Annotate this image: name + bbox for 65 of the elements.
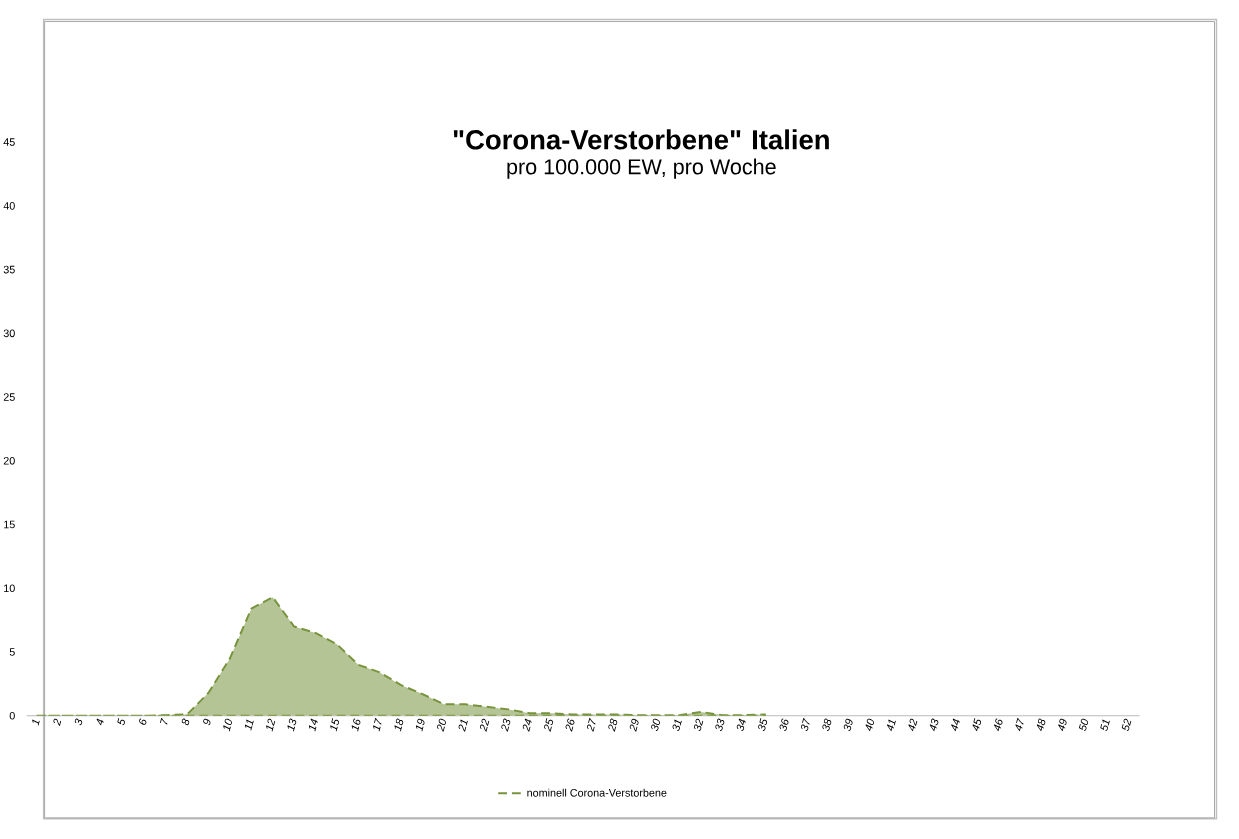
- x-tick-label: 1: [32, 719, 40, 726]
- x-tick-label: 3: [74, 718, 83, 725]
- x-tick-label: 25: [544, 717, 554, 732]
- x-tick-label: 22: [479, 718, 490, 732]
- x-tick-label: 5: [117, 717, 125, 725]
- x-tick-label: 4: [96, 718, 104, 726]
- x-tick-label: 19: [415, 718, 425, 732]
- y-tick-label: 45: [3, 138, 15, 146]
- x-tick-label: 26: [565, 718, 575, 732]
- x-tick-label: 6: [139, 718, 147, 725]
- x-tick-label: 28: [608, 718, 618, 732]
- x-tick-label: 41: [887, 719, 896, 731]
- y-tick-label: 15: [4, 520, 15, 529]
- y-tick-label: 35: [3, 265, 15, 274]
- x-tick-label: 14: [308, 718, 318, 732]
- x-tick-label: 32: [693, 718, 704, 731]
- y-tick-label: 10: [4, 584, 15, 592]
- chart-title: "Corona-Verstorbene" Italien: [453, 129, 829, 150]
- x-tick-label: 29: [629, 718, 639, 732]
- x-tick-label: 48: [1036, 718, 1046, 731]
- y-tick-label: 0: [9, 711, 15, 720]
- x-tick-label: 9: [203, 718, 211, 725]
- x-tick-label: 38: [822, 718, 832, 731]
- x-tick-label: 8: [181, 718, 190, 725]
- x-tick-label: 30: [651, 718, 660, 731]
- text: pro 100.000 EW, pro Woche: [507, 158, 776, 179]
- x-tick-label: 15: [330, 717, 339, 732]
- x-tick-label: 11: [244, 719, 254, 731]
- legend-label: nominell Corona-Verstorbene: [527, 788, 667, 797]
- x-tick-label: 36: [779, 718, 789, 731]
- x-tick-label: 16: [351, 718, 361, 732]
- x-tick-label: 27: [586, 717, 596, 732]
- x-tick-label: 21: [458, 719, 468, 732]
- x-tick-label: 37: [800, 717, 810, 731]
- x-tick-label: 51: [1100, 719, 1110, 731]
- x-tick-label: 18: [394, 718, 404, 732]
- x-tick-label: 39: [843, 718, 853, 731]
- x-tick-label: 13: [287, 718, 297, 732]
- y-tick-label: 40: [3, 201, 15, 210]
- x-tick-label: 17: [373, 717, 382, 732]
- x-tick-label: 44: [951, 718, 960, 731]
- x-tick-label: 24: [522, 718, 532, 732]
- x-tick-label: 35: [758, 717, 768, 731]
- x-tick-label: 33: [715, 718, 725, 731]
- x-tick-label: 43: [929, 718, 939, 731]
- x-tick-label: 31: [672, 719, 682, 731]
- x-tick-label: 10: [223, 718, 232, 732]
- y-tick-label: 30: [3, 329, 15, 337]
- y-tick-label: 20: [3, 456, 15, 465]
- x-tick-label: 7: [159, 717, 168, 725]
- x-tick-label: 45: [972, 717, 982, 731]
- x-tick-label: 40: [865, 718, 875, 731]
- x-tick-label: 20: [437, 718, 446, 732]
- x-tick-label: 52: [1121, 718, 1132, 731]
- x-tick-label: 23: [501, 718, 511, 732]
- x-tick-label: 46: [994, 718, 1003, 731]
- x-tick-label: 42: [908, 718, 918, 731]
- x-tick-label: 50: [1078, 718, 1089, 731]
- y-tick-label: 25: [3, 393, 15, 401]
- x-tick-label: 12: [266, 718, 276, 732]
- y-tick-label: 5: [9, 648, 15, 656]
- x-tick-label: 2: [53, 718, 62, 726]
- x-tick-label: 47: [1015, 717, 1024, 731]
- x-tick-label: 34: [736, 718, 746, 731]
- x-tick-label: 49: [1058, 718, 1067, 731]
